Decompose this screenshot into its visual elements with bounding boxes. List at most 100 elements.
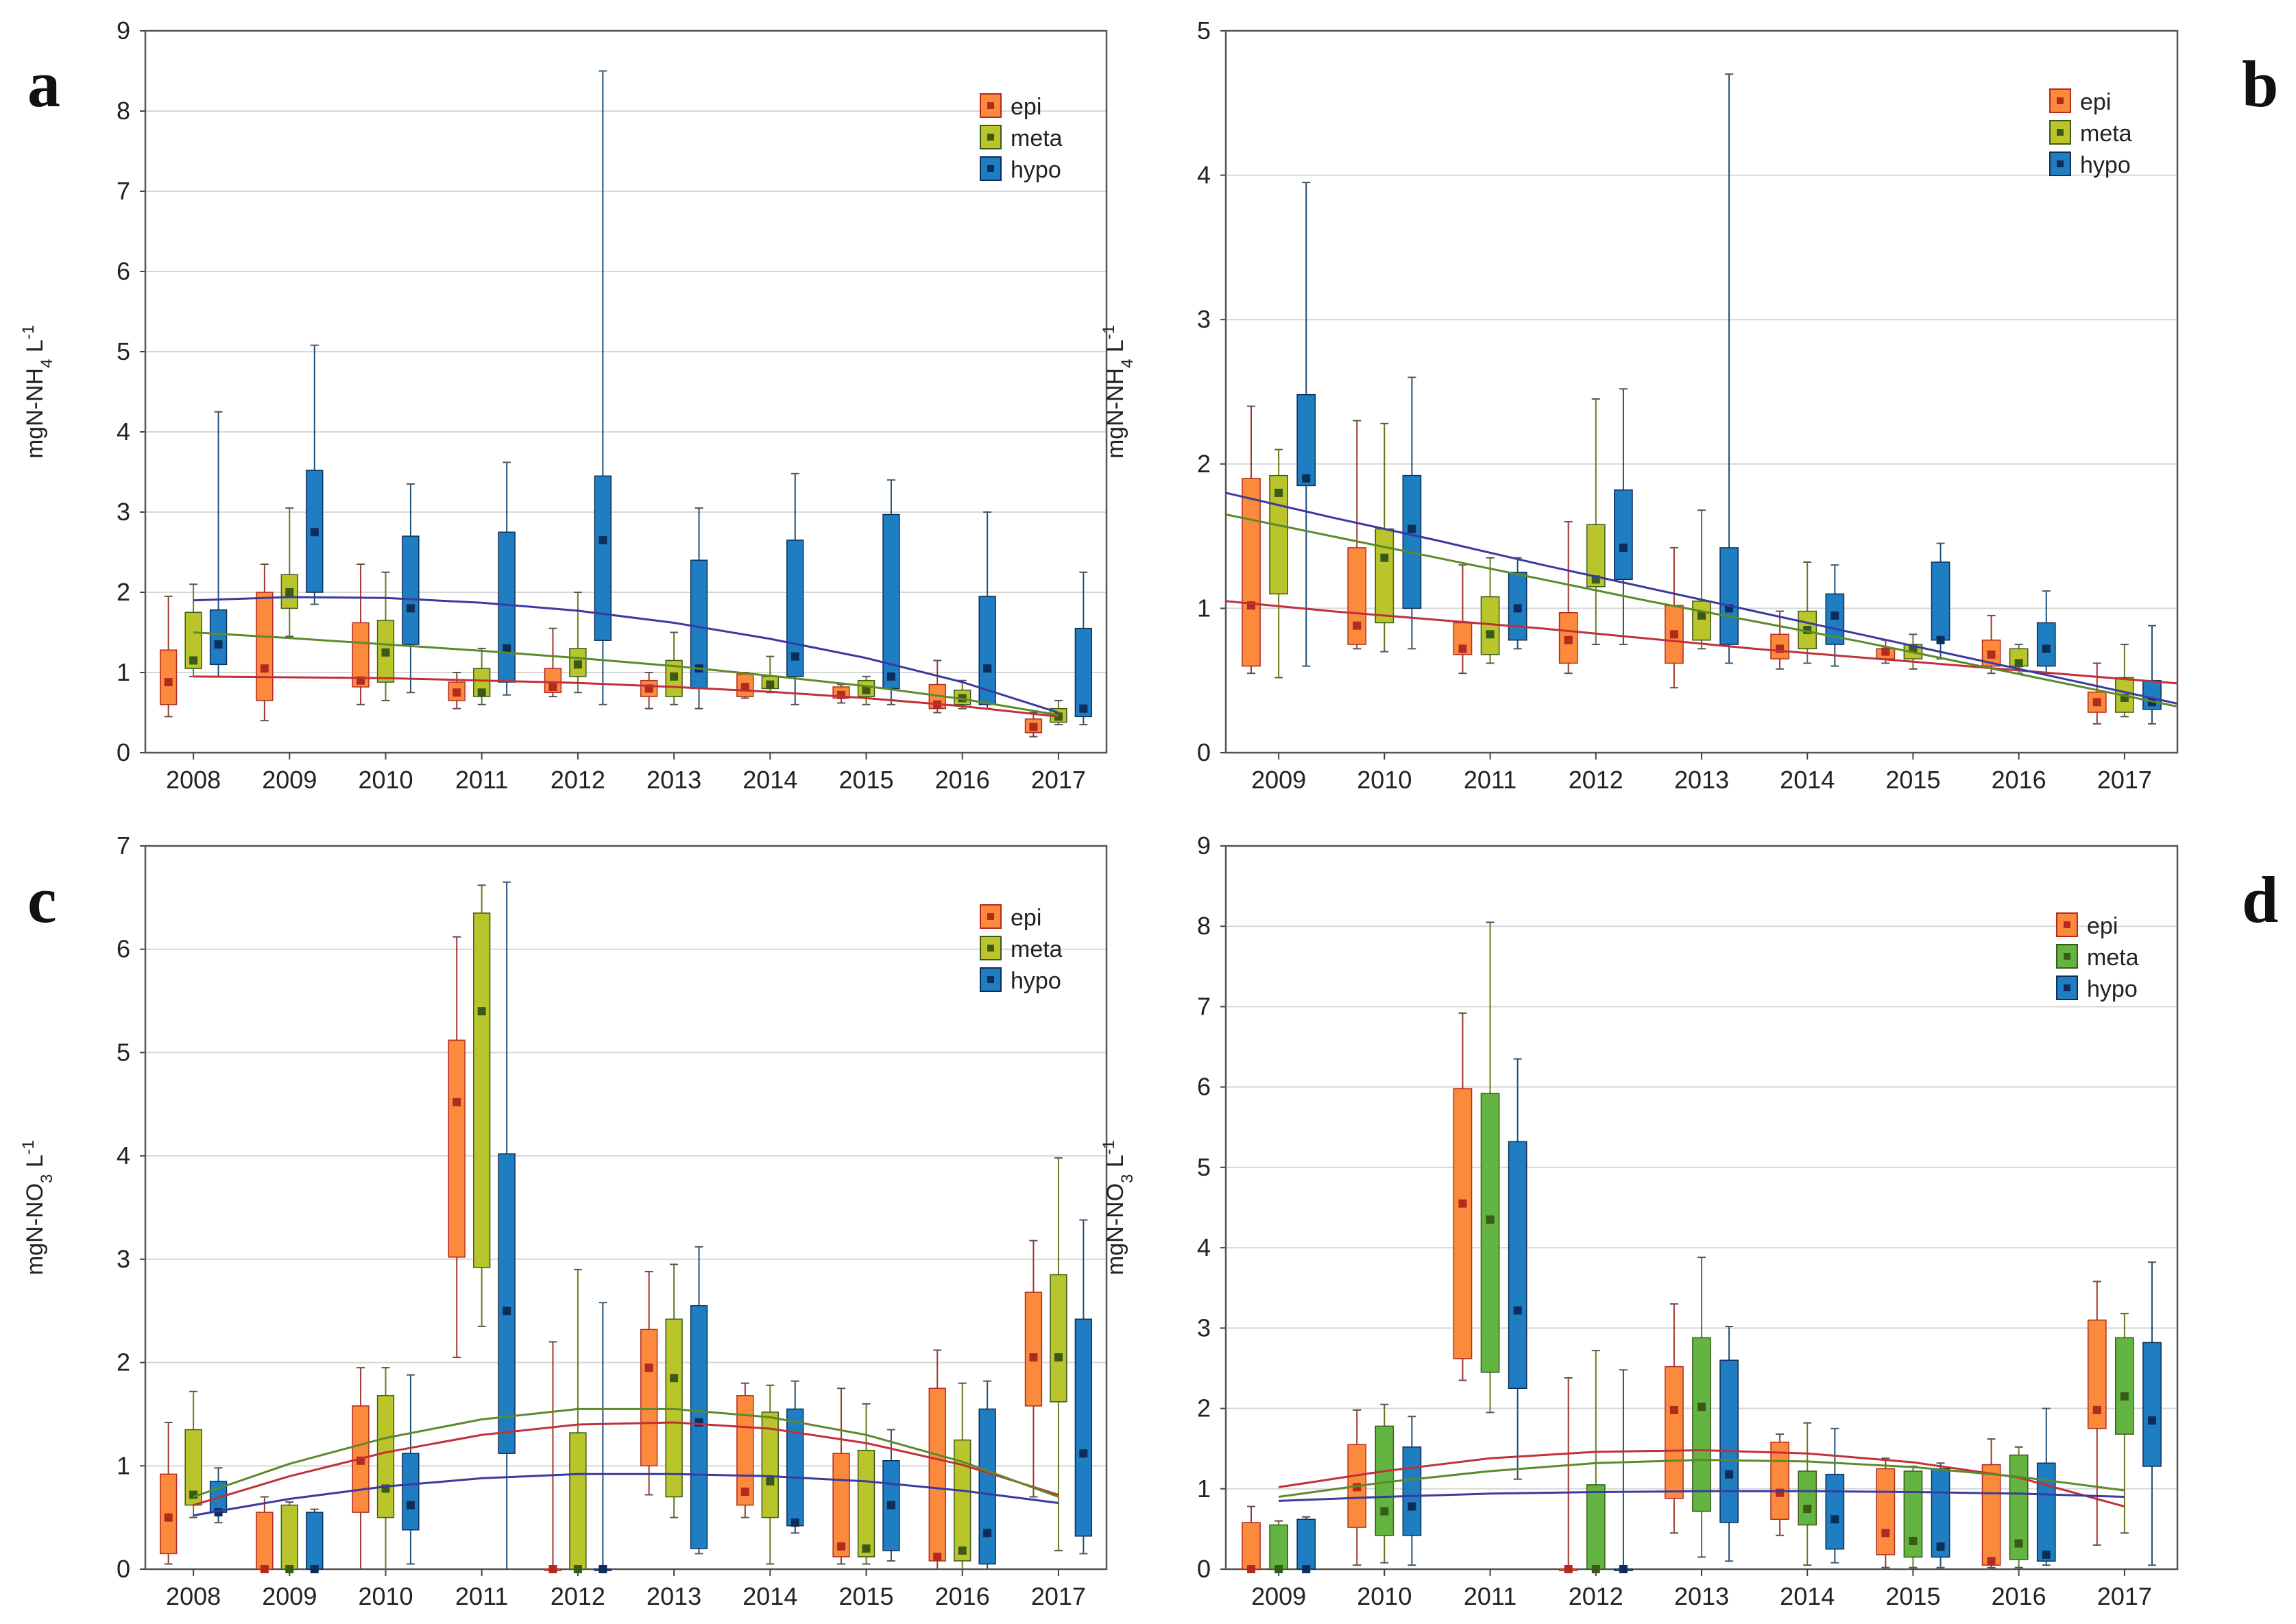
median-marker (1936, 1542, 1945, 1551)
trend-line-epi (1278, 1449, 2125, 1508)
legend-swatch (2049, 152, 2071, 176)
median-marker (670, 672, 679, 681)
x-tick-label: 2011 (455, 1582, 508, 1610)
x-tick-label: 2010 (1357, 766, 1412, 794)
box-iqr (761, 1411, 779, 1518)
legend-median-marker (2064, 921, 2070, 928)
median-marker (1776, 1488, 1785, 1497)
trend-line-hypo (1225, 492, 2178, 705)
legend-item-epi: epi (2049, 88, 2111, 115)
x-tick-label: 2009 (1251, 1582, 1306, 1610)
median-marker (477, 688, 486, 697)
box-iqr (736, 1395, 754, 1506)
median-marker (285, 1565, 294, 1573)
y-tick-label: 7 (117, 832, 130, 860)
median-marker (958, 1546, 967, 1555)
x-tick-label: 2008 (166, 766, 221, 794)
legend-item-hypo: hypo (980, 156, 1061, 183)
box-epi (1024, 1239, 1043, 1498)
box-hypo (1614, 1369, 1633, 1573)
median-marker (2042, 1550, 2051, 1559)
median-marker (886, 672, 895, 681)
box-meta (473, 647, 491, 705)
box-epi (544, 627, 562, 698)
legend-median-marker (2057, 160, 2064, 167)
box-epi (1770, 610, 1789, 670)
box-epi (1453, 1012, 1473, 1381)
median-marker (1486, 1215, 1495, 1224)
median-marker (1302, 1565, 1311, 1573)
box-iqr (1375, 528, 1394, 624)
box-iqr (1931, 561, 1950, 641)
legend-label: meta (1011, 125, 1063, 152)
box-hypo (1825, 564, 1845, 667)
median-marker (1697, 611, 1706, 620)
y-axis-label: mgN-NH4 L-1 (1100, 325, 1137, 459)
median-marker (1029, 723, 1038, 731)
median-marker (1513, 1306, 1522, 1315)
median-marker (1407, 524, 1416, 533)
box-iqr (1402, 474, 1422, 609)
box-meta (280, 507, 298, 638)
box-meta (1798, 561, 1817, 664)
box-meta (376, 571, 395, 701)
median-marker (573, 660, 582, 669)
median-marker (1619, 543, 1628, 552)
box-hypo (882, 479, 900, 705)
box-epi (640, 1270, 658, 1496)
y-tick-label: 1 (1197, 1475, 1211, 1503)
x-tick-label: 2015 (1885, 766, 1940, 794)
box-epi (1453, 564, 1473, 675)
median-marker (452, 688, 461, 697)
box-meta (1050, 1157, 1067, 1551)
median-marker (790, 652, 799, 661)
median-marker (1513, 604, 1522, 613)
x-tick-label: 2008 (166, 1582, 221, 1610)
y-tick-label: 3 (1197, 305, 1211, 333)
median-marker (310, 1565, 319, 1573)
box-meta (569, 592, 587, 694)
box-epi (2087, 662, 2107, 725)
median-marker (766, 680, 775, 689)
box-iqr (1242, 1522, 1261, 1570)
median-marker (406, 604, 415, 613)
box-meta (1269, 1520, 1288, 1573)
legend-label: meta (2087, 945, 2139, 971)
median-marker (1380, 553, 1389, 562)
legend-item-meta: meta (2049, 120, 2132, 147)
box-iqr (1050, 1274, 1067, 1403)
y-tick-label: 4 (1197, 161, 1211, 189)
box-hypo (786, 472, 804, 705)
box-meta (376, 1367, 395, 1570)
box-iqr (1402, 1446, 1422, 1536)
box-iqr (1903, 1470, 1923, 1558)
y-tick-label: 8 (1197, 912, 1211, 940)
box-iqr (1508, 1141, 1527, 1390)
box-iqr (978, 1408, 996, 1565)
box-meta (1375, 422, 1394, 653)
median-marker (1881, 1529, 1890, 1538)
legend-item-hypo: hypo (2056, 975, 2138, 1002)
box-meta (569, 1268, 587, 1573)
chart-panel-d: 0 1 2 3 4 5 6 7 8 9 2009 2010 2011 2012 2013 2014 2015 20… (1100, 832, 2279, 1610)
legend-item-epi: epi (980, 904, 1041, 931)
y-tick-label: 0 (117, 1555, 130, 1583)
median-marker (1725, 1470, 1734, 1479)
median-marker (983, 664, 992, 673)
box-hypo (498, 881, 516, 1570)
box-hypo (1825, 1427, 1845, 1564)
box-epi (352, 1367, 370, 1570)
x-tick-label: 2017 (1031, 1582, 1086, 1610)
box-epi (640, 672, 658, 710)
median-marker (310, 528, 319, 537)
y-tick-label: 4 (117, 417, 130, 446)
box-hypo (1074, 1219, 1093, 1555)
box-iqr (1719, 1359, 1739, 1523)
median-marker (790, 1518, 799, 1527)
box-iqr (1692, 1337, 1711, 1512)
box-iqr (857, 1449, 875, 1558)
legend-item-hypo: hypo (2049, 152, 2131, 178)
x-tick-label: 2016 (1992, 1582, 2046, 1610)
box-hypo (690, 1246, 708, 1555)
x-tick-label: 2016 (1992, 766, 2046, 794)
